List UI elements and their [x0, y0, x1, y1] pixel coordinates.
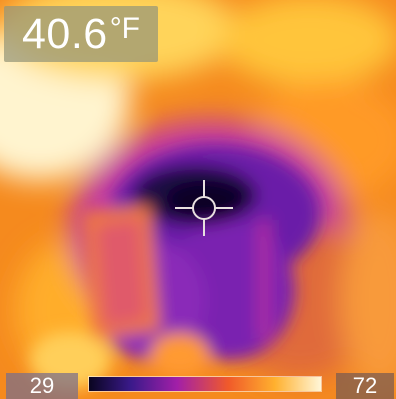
scale-max-label: 72: [336, 373, 394, 399]
scale-min-label: 29: [6, 373, 78, 399]
temperature-value: 40.6: [21, 9, 108, 58]
scale-gradient: [88, 376, 322, 392]
temperature-unit: °F: [109, 12, 141, 45]
crosshair-icon: [175, 180, 233, 236]
temperature-readout: 40.6 °F: [4, 6, 158, 62]
temperature-scale-bar: 29 72: [0, 371, 396, 399]
